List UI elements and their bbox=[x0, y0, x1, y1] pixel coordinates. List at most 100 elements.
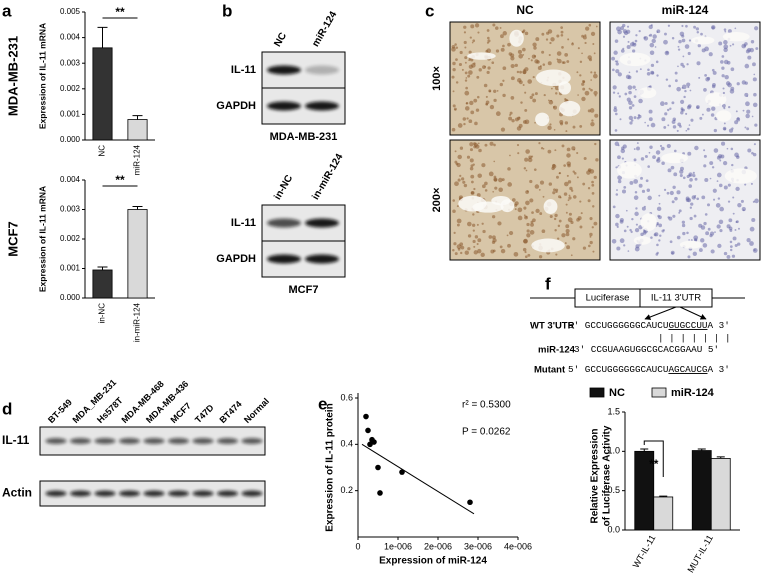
ihc-cell bbox=[623, 244, 626, 247]
ihc-cell bbox=[734, 244, 738, 248]
ihc-cell bbox=[688, 239, 690, 241]
ihc-cell bbox=[532, 42, 537, 47]
ihc-cell bbox=[510, 63, 515, 69]
ihc-cell bbox=[579, 125, 583, 128]
ihc-cell bbox=[726, 147, 729, 150]
significance-bracket bbox=[643, 440, 664, 477]
y-tick-label: 0.001 bbox=[60, 110, 81, 119]
ihc-cell bbox=[717, 197, 721, 200]
ihc-cell bbox=[570, 254, 573, 257]
x-tick-label: NC bbox=[98, 145, 107, 157]
ihc-cell bbox=[500, 127, 506, 132]
ihc-cell bbox=[572, 125, 576, 129]
ihc-cell bbox=[724, 75, 729, 80]
ihc-cell bbox=[509, 114, 512, 116]
ihc-cell bbox=[664, 101, 668, 105]
ihc-cell bbox=[650, 24, 653, 27]
ihc-cell bbox=[620, 26, 625, 31]
ihc-cell bbox=[527, 253, 531, 257]
x-axis-label: Expression of miR-124 bbox=[379, 556, 487, 567]
ihc-cell bbox=[452, 199, 455, 202]
x-tick-label: in-NC bbox=[98, 303, 107, 324]
lane-label: BT-549 bbox=[46, 397, 74, 425]
ihc-cell bbox=[703, 164, 707, 168]
ihc-cell bbox=[547, 61, 552, 66]
ihc-cell bbox=[684, 89, 687, 93]
ihc-cell bbox=[589, 217, 593, 221]
ihc-cell bbox=[485, 49, 489, 53]
y-tick-label: 1.0 bbox=[607, 446, 620, 456]
ihc-cell bbox=[705, 231, 710, 236]
ihc-cell bbox=[527, 157, 533, 163]
ihc-cell bbox=[550, 37, 555, 42]
ihc-cell bbox=[483, 83, 488, 88]
ihc-cell bbox=[465, 86, 468, 90]
ihc-cell bbox=[704, 73, 707, 77]
ihc-cell bbox=[648, 117, 653, 122]
y-tick-label: 0.0 bbox=[607, 524, 620, 534]
ihc-cell bbox=[467, 74, 471, 78]
ihc-cell bbox=[679, 173, 683, 178]
ihc-cell bbox=[589, 232, 593, 237]
ihc-cell bbox=[718, 41, 723, 46]
lane-label: in-NC bbox=[272, 173, 295, 202]
ihc-cell bbox=[649, 50, 655, 55]
ihc-cell bbox=[565, 232, 570, 237]
ihc-cell bbox=[500, 34, 504, 39]
ihc-cell bbox=[727, 183, 731, 187]
ihc-cell bbox=[584, 41, 587, 45]
bar bbox=[710, 458, 731, 531]
ihc-cell bbox=[676, 129, 679, 132]
ihc-cell bbox=[658, 202, 661, 205]
ihc-cell bbox=[545, 38, 549, 41]
ihc-cell bbox=[634, 227, 640, 233]
ihc-cell bbox=[490, 249, 495, 254]
ihc-cell bbox=[551, 87, 553, 90]
ihc-cell bbox=[492, 215, 496, 219]
ihc-cell bbox=[469, 100, 474, 106]
ihc-cell bbox=[666, 143, 671, 149]
ihc-cell bbox=[707, 227, 711, 231]
ihc-cell bbox=[623, 229, 627, 233]
arrow bbox=[644, 306, 677, 320]
ihc-cell bbox=[579, 200, 582, 203]
ihc-cell bbox=[753, 92, 757, 97]
ihc-cell bbox=[517, 152, 520, 155]
ihc-cell bbox=[454, 181, 459, 187]
ihc-cell bbox=[693, 235, 699, 241]
ihc-cell bbox=[484, 65, 486, 68]
ihc-cell bbox=[493, 89, 497, 93]
ihc-texture bbox=[452, 141, 599, 259]
ihc-cell bbox=[526, 233, 531, 238]
ihc-cell bbox=[664, 32, 667, 36]
ihc-cell bbox=[612, 205, 616, 209]
ihc-cell bbox=[669, 190, 674, 196]
ihc-cell bbox=[735, 220, 739, 224]
ihc-cell bbox=[732, 196, 735, 199]
ihc-cell bbox=[587, 199, 591, 203]
ihc-cell bbox=[681, 220, 685, 224]
ihc-cell bbox=[615, 222, 619, 227]
ihc-cell bbox=[580, 212, 583, 215]
ihc-cell bbox=[567, 199, 570, 202]
ihc-cell bbox=[572, 237, 576, 241]
ihc-cell bbox=[471, 223, 476, 227]
ihc-cell bbox=[464, 250, 469, 255]
ihc-cell bbox=[669, 107, 672, 110]
ihc-cell bbox=[510, 96, 515, 100]
blot-band bbox=[241, 438, 263, 444]
ihc-cell bbox=[486, 29, 490, 32]
ihc-cell bbox=[656, 159, 659, 162]
ihc-cell bbox=[734, 120, 739, 125]
ihc-cell bbox=[755, 47, 759, 50]
sequence: 3' CCGUAAGUGGCGCACGGAAU 5' bbox=[574, 344, 719, 355]
bar bbox=[92, 269, 113, 299]
ihc-cell bbox=[502, 93, 506, 98]
construct-label: IL-11 3'UTR bbox=[651, 293, 701, 304]
ihc-cell bbox=[710, 113, 715, 117]
ihc-cell bbox=[528, 57, 530, 60]
ihc-cell bbox=[671, 252, 674, 255]
ihc-cell bbox=[674, 196, 678, 201]
blot-band bbox=[305, 101, 339, 111]
